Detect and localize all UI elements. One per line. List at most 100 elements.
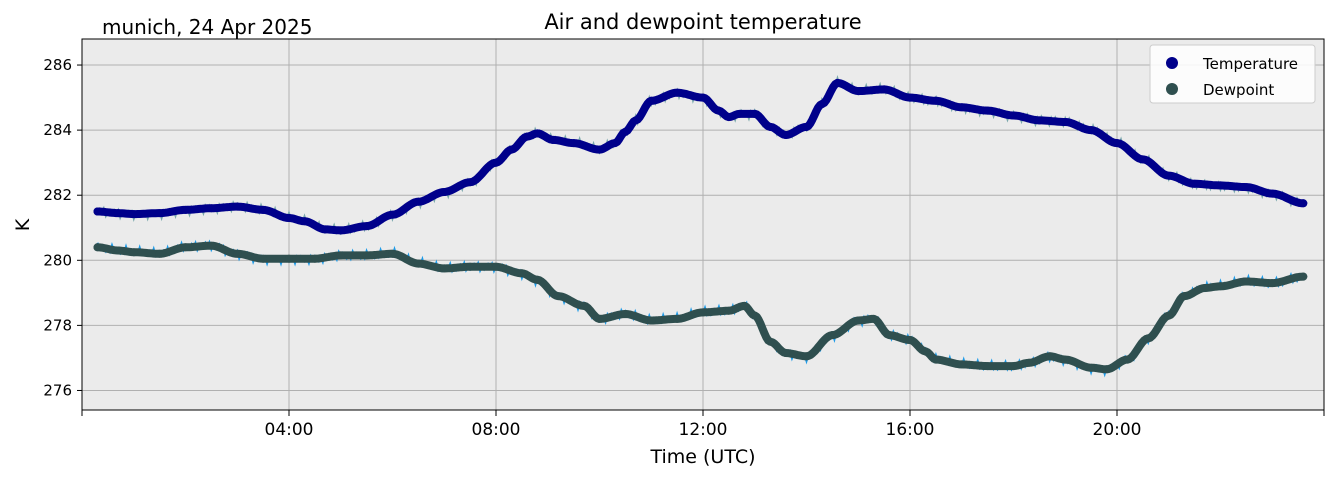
data-point-dewpoint <box>285 254 293 263</box>
data-point-dewpoint <box>1061 355 1070 364</box>
data-point-temperature <box>854 87 863 96</box>
legend-label-dewpoint: Dewpoint <box>1203 81 1274 99</box>
data-point-dewpoint <box>1045 352 1054 361</box>
data-point-temperature <box>285 214 293 222</box>
data-point-dewpoint <box>885 331 894 340</box>
data-point-dewpoint <box>647 316 656 325</box>
data-point-temperature <box>414 197 423 206</box>
data-point-temperature <box>548 135 557 144</box>
data-point-temperature <box>802 122 811 131</box>
y-axis: 276 278 280 282 284 286 <box>43 56 82 399</box>
data-point-dewpoint <box>440 264 449 273</box>
x-tick-label: 20:00 <box>1093 420 1142 440</box>
data-point-dewpoint <box>781 349 790 357</box>
data-point-dewpoint <box>155 249 164 258</box>
data-point-temperature <box>300 217 309 226</box>
y-tick-label: 280 <box>43 251 72 269</box>
data-point-temperature <box>1268 189 1277 198</box>
data-point-temperature <box>1113 139 1121 148</box>
data-point-temperature <box>492 158 500 167</box>
data-point-temperature <box>724 113 733 122</box>
legend-marker-temperature <box>1166 57 1178 69</box>
data-point-dewpoint <box>854 316 863 325</box>
data-point-dewpoint <box>1102 365 1111 374</box>
y-tick-label: 284 <box>43 121 72 139</box>
data-point-dewpoint <box>1025 358 1033 367</box>
data-point-temperature <box>233 202 242 211</box>
legend-marker-dewpoint <box>1166 83 1178 95</box>
data-point-dewpoint <box>621 310 630 318</box>
data-point-dewpoint <box>1144 334 1153 343</box>
data-point-temperature <box>957 103 966 112</box>
data-point-temperature <box>595 145 604 154</box>
data-point-dewpoint <box>1123 355 1132 364</box>
data-point-dewpoint <box>673 314 682 323</box>
data-point-dewpoint <box>906 336 914 344</box>
data-point-dewpoint <box>554 292 563 301</box>
data-point-temperature <box>735 109 744 118</box>
data-point-dewpoint <box>492 262 500 271</box>
data-point-temperature <box>631 116 640 125</box>
data-point-dewpoint <box>517 269 526 278</box>
y-tick-label: 286 <box>43 56 72 74</box>
data-point-temperature <box>259 205 268 214</box>
data-point-dewpoint <box>1009 362 1018 371</box>
data-point-temperature <box>818 100 826 109</box>
data-point-dewpoint <box>595 314 604 323</box>
data-point-temperature <box>93 207 102 216</box>
location-label: munich, 24 Apr 2025 <box>102 15 312 39</box>
data-point-dewpoint <box>93 243 102 252</box>
y-tick-label: 282 <box>43 186 72 204</box>
data-point-dewpoint <box>699 308 707 317</box>
data-point-dewpoint <box>310 254 319 263</box>
data-point-temperature <box>1299 199 1308 208</box>
chart-title: Air and dewpoint temperature <box>544 10 861 34</box>
data-point-dewpoint <box>336 251 345 260</box>
data-point-dewpoint <box>869 314 878 323</box>
series-line-dewpoint <box>93 241 1308 374</box>
data-point-dewpoint <box>802 352 811 361</box>
data-point-temperature <box>833 78 842 87</box>
data-point-temperature <box>611 139 619 148</box>
data-point-dewpoint <box>1242 277 1251 286</box>
data-point-temperature <box>321 225 330 234</box>
data-point-dewpoint <box>983 362 992 371</box>
data-point-dewpoint <box>580 301 588 310</box>
data-point-dewpoint <box>1299 272 1308 281</box>
data-point-temperature <box>440 188 449 196</box>
data-point-dewpoint <box>957 360 966 369</box>
data-point-temperature <box>507 145 516 154</box>
data-point-dewpoint <box>466 262 475 271</box>
legend-box <box>1149 44 1316 104</box>
data-point-dewpoint <box>259 254 268 263</box>
data-point-temperature <box>673 88 682 97</box>
data-point-temperature <box>906 93 914 102</box>
data-point-temperature <box>1138 155 1147 164</box>
data-point-dewpoint <box>931 355 940 364</box>
legend: Temperature Dewpoint <box>1149 44 1316 104</box>
data-point-dewpoint <box>750 311 759 320</box>
data-point-temperature <box>362 222 371 231</box>
data-point-temperature <box>1190 179 1199 188</box>
data-point-temperature <box>621 127 630 136</box>
data-point-dewpoint <box>921 347 930 356</box>
data-point-temperature <box>1087 126 1096 135</box>
x-tick-label: 08:00 <box>472 420 521 440</box>
data-point-temperature <box>1035 116 1044 125</box>
x-tick-label: 04:00 <box>265 420 314 440</box>
data-point-temperature <box>1164 171 1173 180</box>
data-point-temperature <box>336 226 345 235</box>
data-point-dewpoint <box>740 301 749 310</box>
data-point-temperature <box>207 204 216 213</box>
data-point-temperature <box>1216 181 1225 190</box>
data-point-temperature <box>155 209 164 218</box>
data-point-temperature <box>1242 183 1251 192</box>
data-point-dewpoint <box>533 275 542 284</box>
data-point-temperature <box>781 131 790 139</box>
y-tick-label: 276 <box>43 381 72 399</box>
data-point-dewpoint <box>388 249 397 258</box>
x-axis-label: Time (UTC) <box>649 446 755 468</box>
data-point-temperature <box>983 106 992 115</box>
data-point-dewpoint <box>414 259 423 268</box>
data-point-dewpoint <box>1164 311 1173 320</box>
